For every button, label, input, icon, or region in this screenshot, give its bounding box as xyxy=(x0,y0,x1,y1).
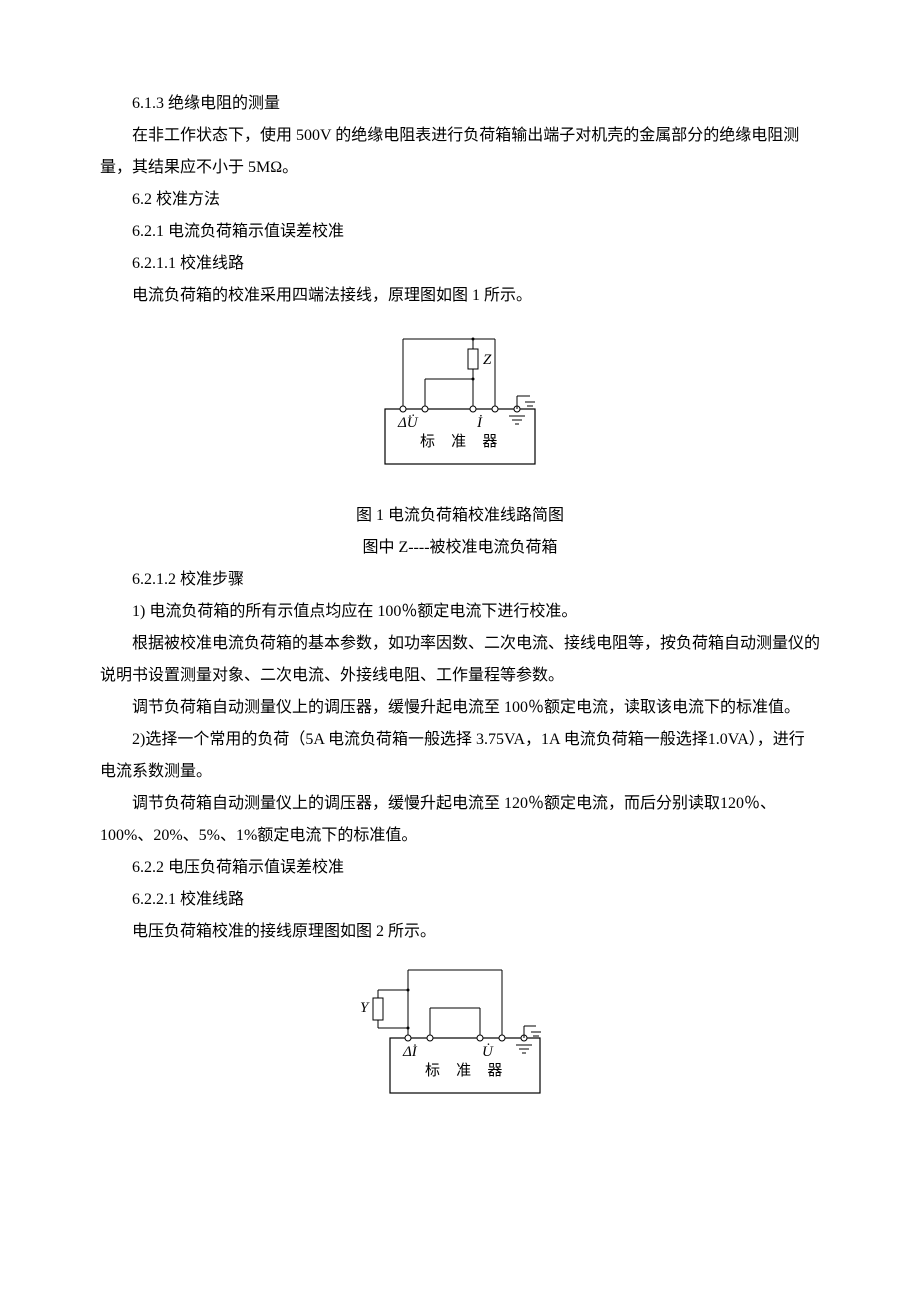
heading-6-1-3: 6.1.3 绝缘电阻的测量 xyxy=(100,88,820,120)
fig1-du-label: ΔU̇ xyxy=(397,415,419,431)
heading-6-2-1: 6.2.1 电流负荷箱示值误差校准 xyxy=(100,216,820,248)
para-voltage-cal-wiring: 电压负荷箱校准的接线原理图如图 2 所示。 xyxy=(100,916,820,948)
para-step1: 1) 电流负荷箱的所有示值点均应在 100％额定电流下进行校准。 xyxy=(100,596,820,628)
para-step2: 2)选择一个常用的负荷（5A 电流负荷箱一般选择 3.75VA，1A 电流负荷箱… xyxy=(100,724,820,788)
fig2-y-label: Y xyxy=(360,1000,370,1016)
fig1-box-label: 标 准 器 xyxy=(420,433,503,450)
fig1-i-label: İ xyxy=(476,415,483,431)
fig1-z-label: Z xyxy=(483,352,492,368)
figure-2-wrap: 标 准 器 ΔI U̇ Y xyxy=(100,960,820,1122)
fig2-u-label: U̇ xyxy=(482,1044,494,1060)
heading-6-2: 6.2 校准方法 xyxy=(100,184,820,216)
heading-6-2-2-1: 6.2.2.1 校准线路 xyxy=(100,884,820,916)
para-current-cal-wiring: 电流负荷箱的校准采用四端法接线，原理图如图 1 所示。 xyxy=(100,280,820,312)
para-step1-adjust: 调节负荷箱自动测量仪上的调压器，缓慢升起电流至 100％额定电流，读取该电流下的… xyxy=(100,692,820,724)
figure-1-caption: 图 1 电流负荷箱校准线路简图 xyxy=(100,500,820,532)
heading-6-2-1-1: 6.2.1.1 校准线路 xyxy=(100,248,820,280)
heading-6-2-2: 6.2.2 电压负荷箱示值误差校准 xyxy=(100,852,820,884)
heading-6-2-1-2: 6.2.1.2 校准步骤 xyxy=(100,564,820,596)
para-step1-desc: 根据被校准电流负荷箱的基本参数，如功率因数、二次电流、接线电阻等，按负荷箱自动测… xyxy=(100,628,820,692)
para-insulation: 在非工作状态下，使用 500V 的绝缘电阻表进行负荷箱输出端子对机壳的金属部分的… xyxy=(100,120,820,184)
fig2-box-label: 标 准 器 xyxy=(425,1062,508,1079)
figure-1-note: 图中 Z----被校准电流负荷箱 xyxy=(100,532,820,564)
fig2-di-label: ΔI xyxy=(402,1044,418,1060)
para-step2-adjust: 调节负荷箱自动测量仪上的调压器，缓慢升起电流至 120％额定电流，而后分别读取1… xyxy=(100,788,820,852)
figure-2-diagram: 标 准 器 ΔI U̇ Y xyxy=(360,960,560,1110)
figure-1-wrap: 标 准 器 ΔU̇ İ Z xyxy=(100,324,820,496)
figure-1-diagram: 标 准 器 ΔU̇ İ Z xyxy=(365,324,555,484)
